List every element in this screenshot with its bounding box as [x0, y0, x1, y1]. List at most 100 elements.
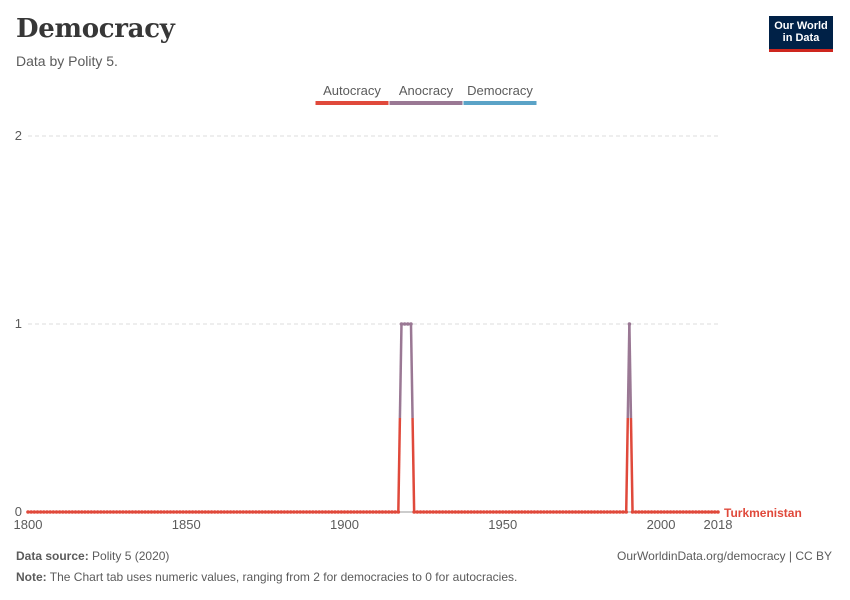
- data-point-1953: [510, 510, 515, 514]
- data-point-1996: [646, 510, 651, 514]
- data-point-1824: [102, 510, 106, 514]
- data-point-1808: [51, 510, 56, 514]
- legend-swatch-democracy: [463, 101, 537, 105]
- data-point-1883: [288, 510, 293, 514]
- data-point-1858: [209, 510, 214, 514]
- data-point-1818: [83, 510, 87, 514]
- data-point-1969: [561, 510, 565, 514]
- data-point-1950: [500, 510, 505, 514]
- data-point-1833: [130, 510, 135, 514]
- legend-label-autocracy: Autocracy: [323, 83, 381, 98]
- y-tick-label-2: 2: [15, 128, 22, 143]
- data-point-1952: [507, 510, 511, 514]
- data-point-1880: [279, 510, 284, 514]
- data-point-1825: [105, 510, 109, 514]
- data-point-1882: [285, 510, 290, 514]
- data-point-1908: [368, 510, 372, 514]
- data-point-1828: [114, 510, 119, 514]
- data-point-1975: [580, 510, 584, 514]
- data-point-1962: [538, 510, 543, 514]
- data-point-1967: [554, 510, 559, 514]
- data-point-1855: [200, 510, 204, 514]
- data-point-1916: [393, 510, 397, 514]
- data-source-value[interactable]: Polity 5 (2020): [92, 549, 170, 563]
- data-point-1963: [542, 510, 546, 514]
- data-point-1854: [197, 510, 201, 514]
- data-point-1890: [311, 510, 315, 514]
- data-point-1835: [136, 510, 141, 514]
- data-point-1919: [402, 322, 407, 326]
- data-point-1900: [342, 510, 347, 514]
- data-point-1932: [443, 510, 448, 514]
- x-tick-label-1800: 1800: [14, 517, 43, 532]
- data-point-1879: [276, 510, 280, 514]
- data-source: Data source: Polity 5 (2020): [16, 549, 169, 563]
- data-point-1860: [216, 510, 220, 514]
- data-point-2005: [675, 510, 679, 514]
- data-point-1944: [481, 510, 486, 514]
- owid-logo[interactable]: Our World in Data: [769, 16, 833, 52]
- data-point-1979: [592, 510, 597, 514]
- data-point-1909: [371, 510, 375, 514]
- data-source-label: Data source:: [16, 549, 89, 563]
- data-point-1895: [326, 510, 331, 514]
- data-point-2015: [706, 510, 711, 514]
- data-point-1972: [570, 510, 575, 514]
- data-point-1980: [595, 510, 600, 514]
- data-point-1984: [608, 510, 613, 514]
- data-point-1930: [437, 510, 442, 514]
- data-point-1878: [273, 510, 277, 514]
- data-point-1971: [567, 510, 572, 514]
- data-point-1925: [421, 510, 426, 514]
- data-point-1827: [111, 510, 116, 514]
- data-point-1907: [364, 510, 369, 514]
- data-point-1904: [355, 510, 359, 514]
- data-point-1927: [428, 510, 432, 514]
- data-point-1929: [434, 510, 439, 514]
- source-url[interactable]: OurWorldinData.org/democracy | CC BY: [617, 549, 832, 563]
- data-point-1955: [516, 510, 521, 514]
- series-turkmenistan: [26, 322, 720, 514]
- data-point-1843: [162, 510, 166, 514]
- data-point-1968: [557, 510, 562, 514]
- data-point-1841: [155, 510, 160, 514]
- data-point-1853: [193, 510, 198, 514]
- data-point-1810: [57, 510, 62, 514]
- data-point-1958: [526, 510, 530, 514]
- data-point-1832: [127, 510, 132, 514]
- data-point-1964: [545, 510, 549, 514]
- data-point-1819: [86, 510, 90, 514]
- data-point-1834: [133, 510, 138, 514]
- data-point-1966: [551, 510, 556, 514]
- data-point-1817: [80, 510, 84, 514]
- data-point-1970: [564, 510, 568, 514]
- series-end-label: Turkmenistan: [724, 506, 802, 520]
- data-point-2013: [700, 510, 704, 514]
- data-point-1912: [380, 510, 385, 514]
- data-point-1829: [117, 510, 122, 514]
- data-point-1804: [38, 510, 43, 514]
- data-point-1997: [649, 510, 654, 514]
- data-point-1898: [336, 510, 340, 514]
- data-point-1842: [159, 510, 163, 514]
- data-point-2014: [703, 510, 708, 514]
- data-point-1938: [462, 510, 467, 514]
- data-point-1920: [406, 322, 410, 326]
- data-point-2016: [709, 510, 714, 514]
- data-point-1869: [244, 510, 249, 514]
- data-point-1902: [349, 510, 353, 514]
- data-point-1990: [627, 322, 632, 326]
- data-point-1917: [396, 510, 401, 514]
- data-point-2000: [659, 510, 663, 514]
- data-point-1806: [45, 510, 49, 514]
- data-point-1802: [32, 510, 37, 514]
- data-point-1899: [339, 510, 344, 514]
- data-point-1844: [165, 510, 170, 514]
- data-point-1888: [304, 510, 309, 514]
- data-point-1911: [377, 510, 382, 514]
- data-point-1940: [469, 510, 473, 514]
- data-point-1838: [146, 510, 151, 514]
- data-point-1915: [390, 510, 394, 514]
- data-point-1961: [535, 510, 540, 514]
- data-point-1866: [235, 510, 239, 514]
